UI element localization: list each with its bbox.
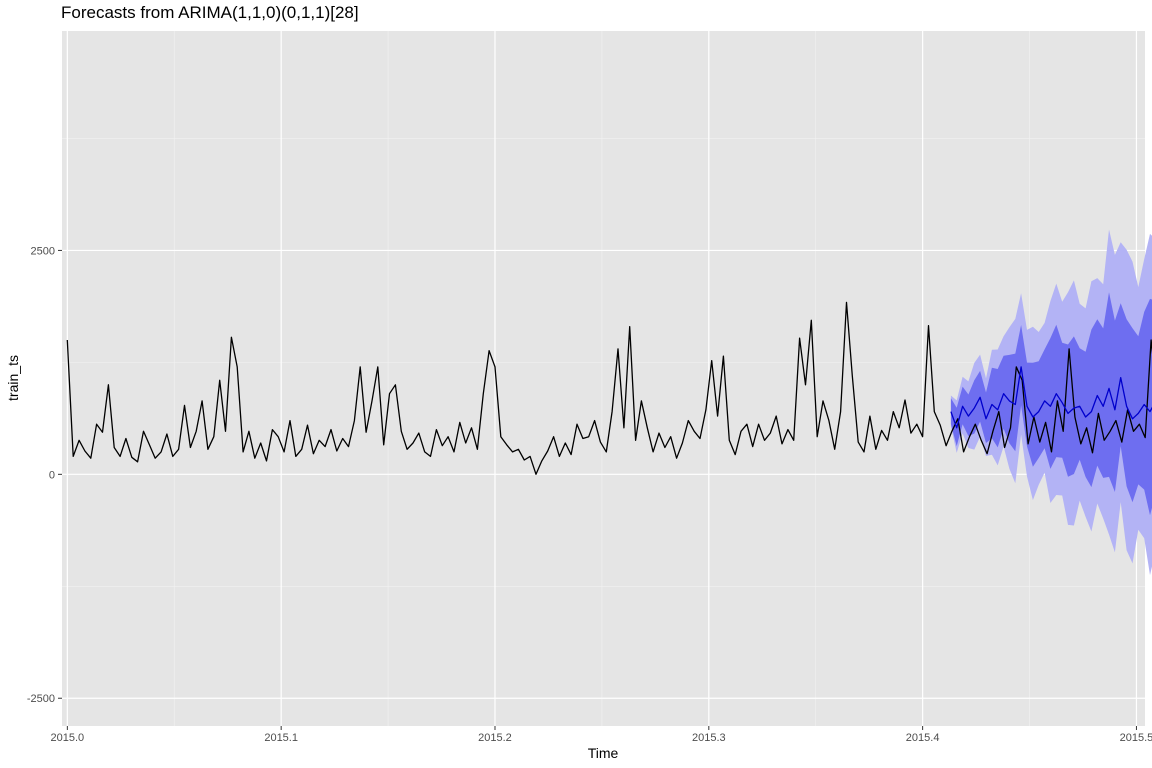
x-tick-label: 2015.2 xyxy=(478,732,512,744)
x-axis: 2015.0 2015.1 2015.2 2015.3 2015.4 2015.5 xyxy=(51,726,1152,744)
y-tick-label: -2500 xyxy=(27,693,55,705)
y-tick-label: 0 xyxy=(49,469,55,481)
y-axis: -2500 0 2500 xyxy=(27,245,62,705)
forecast-series-line xyxy=(950,366,1152,429)
x-tick-label: 2015.0 xyxy=(51,732,85,744)
grid-minor xyxy=(62,31,1145,726)
x-axis-label: Time xyxy=(588,745,619,761)
x-tick-label: 2015.3 xyxy=(692,732,726,744)
x-tick-label: 2015.5 xyxy=(1120,732,1152,744)
x-tick-label: 2015.1 xyxy=(264,732,298,744)
y-tick-label: 2500 xyxy=(31,245,55,257)
x-tick-label: 2015.4 xyxy=(906,732,940,744)
y-axis-label: train_ts xyxy=(5,355,21,401)
series-lines xyxy=(66,301,1152,475)
observed-series-line xyxy=(66,301,1152,475)
chart-title: Forecasts from ARIMA(1,1,0)(0,1,1)[28] xyxy=(61,3,359,22)
